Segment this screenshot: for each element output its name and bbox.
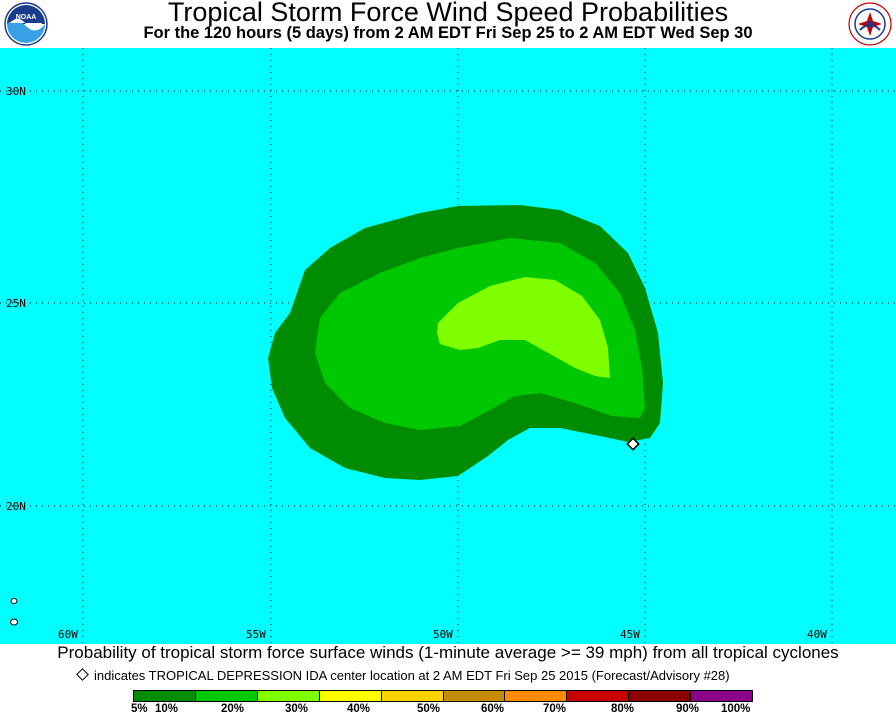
island-marker <box>10 598 18 604</box>
islands <box>10 598 18 626</box>
probability-contours <box>268 205 663 480</box>
lon-label-40w: 40W <box>807 628 827 641</box>
legend-swatch <box>567 691 630 701</box>
island-marker <box>10 618 18 626</box>
storm-center-marker <box>626 437 640 451</box>
legend-swatch <box>443 691 506 701</box>
noaa-logo-icon: NOAA <box>4 2 48 46</box>
storm-marker-icon <box>76 668 89 681</box>
legend-label: 60% <box>481 703 505 715</box>
probability-legend <box>133 690 753 702</box>
legend-swatch <box>134 691 196 701</box>
legend-label: 10% <box>155 703 179 715</box>
header: NOAA Tropical Storm Force Wind Speed Pro… <box>0 0 896 48</box>
lat-label-25n: 25N <box>6 297 26 310</box>
legend-swatch <box>505 691 568 701</box>
lat-label-20n: 20N <box>6 500 26 513</box>
legend-label: 5% <box>131 703 148 715</box>
lon-label-45w: 45W <box>620 628 640 641</box>
legend-label: 30% <box>285 703 309 715</box>
legend-swatch <box>629 691 692 701</box>
page-subtitle: For the 120 hours (5 days) from 2 AM EDT… <box>143 24 753 42</box>
svg-text:NOAA: NOAA <box>16 14 37 21</box>
legend-swatch <box>319 691 382 701</box>
legend-label: 70% <box>543 703 567 715</box>
storm-caption: indicates TROPICAL DEPRESSION IDA center… <box>74 668 730 684</box>
legend-swatch <box>195 691 258 701</box>
legend-swatch <box>257 691 320 701</box>
contour-20-percent <box>437 277 610 378</box>
map-caption: Probability of tropical storm force surf… <box>57 643 839 662</box>
legend-labels: 5% 10% 20% 30% 40% 50% 60% 70% 80% 90% 1… <box>0 703 896 717</box>
legend-label: 50% <box>417 703 441 715</box>
legend-label: 80% <box>611 703 635 715</box>
longitude-labels: 60W 55W 50W 45W 40W <box>58 628 827 641</box>
legend-swatch <box>381 691 444 701</box>
legend-swatch <box>691 691 753 701</box>
latitude-labels: 30N 25N 20N <box>6 85 26 513</box>
page-title: Tropical Storm Force Wind Speed Probabil… <box>167 0 729 27</box>
legend-label: 20% <box>221 703 245 715</box>
lon-label-50w: 50W <box>433 628 453 641</box>
storm-caption-text: indicates TROPICAL DEPRESSION IDA center… <box>94 668 730 683</box>
probability-map: 30N 25N 20N 60W 55W 50W 45W 40W <box>0 48 896 644</box>
lon-label-60w: 60W <box>58 628 78 641</box>
legend-label: 90% <box>676 703 700 715</box>
nws-logo-icon <box>848 2 892 46</box>
legend-label: 40% <box>347 703 371 715</box>
legend-label: 100% <box>721 703 751 715</box>
lon-label-55w: 55W <box>246 628 266 641</box>
lat-label-30n: 30N <box>6 85 26 98</box>
